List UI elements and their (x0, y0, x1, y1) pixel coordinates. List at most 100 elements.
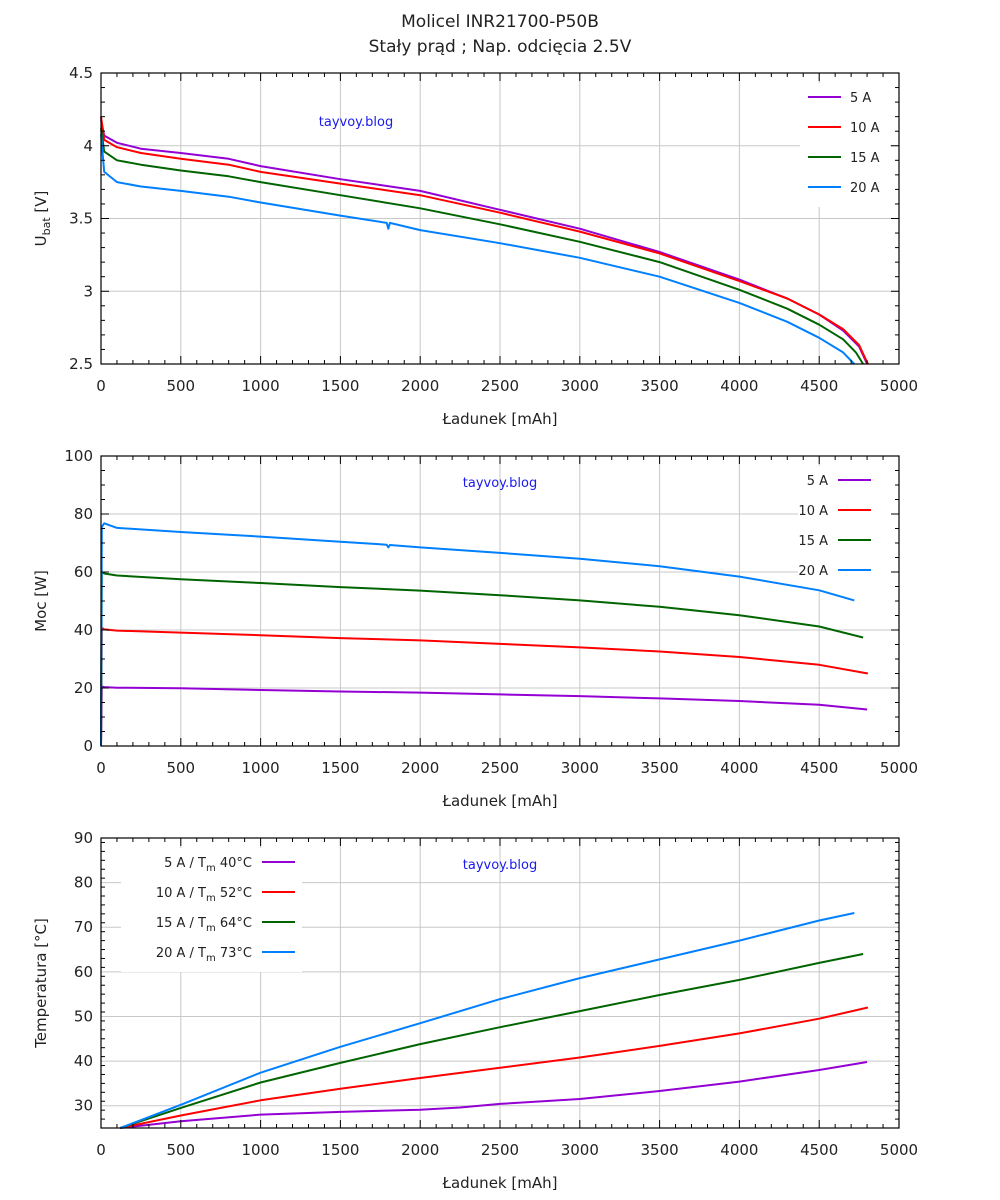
x-tick-label: 3000 (561, 759, 599, 777)
legend-item: 20 A (808, 181, 880, 196)
legend-label: 15 A (798, 534, 828, 549)
x-tick-label: 2000 (401, 759, 439, 777)
legend-item: 5 A (807, 474, 871, 489)
y-tick-label: 20 (74, 679, 93, 697)
x-axis-label: Ładunek [mAh] (442, 792, 558, 810)
x-tick-label: 4000 (720, 759, 758, 777)
series-line-20a (119, 912, 855, 1129)
series-line-20a (100, 522, 855, 747)
x-tick-label: 500 (166, 759, 195, 777)
y-tick-label: 70 (74, 918, 93, 936)
y-tick-label: 40 (74, 621, 93, 639)
x-tick-label: 500 (166, 1141, 195, 1159)
legend-label: 15 A / Tm 64°C (156, 916, 252, 934)
y-tick-label: 4 (83, 137, 93, 155)
x-tick-label: 5000 (880, 377, 918, 395)
y-tick-label: 60 (74, 963, 93, 981)
y-tick-label: 4.5 (69, 64, 93, 82)
legend-max-temp: 64°C (216, 916, 252, 931)
chart-title-line1: Molicel INR21700-P50B (401, 12, 599, 32)
x-tick-label: 1500 (321, 759, 359, 777)
legend-max-temp: 52°C (216, 886, 252, 901)
legend-label: 5 A (807, 474, 828, 489)
x-tick-label: 4000 (720, 377, 758, 395)
x-tick-label: 3500 (641, 377, 679, 395)
watermark-text: tayvoy.blog (319, 115, 393, 130)
x-tick-label: 0 (96, 377, 106, 395)
y-tick-label: 80 (74, 505, 93, 523)
y-axis-label: Ubat [V] (32, 191, 53, 247)
series-line-15a (100, 571, 864, 747)
x-tick-label: 3500 (641, 759, 679, 777)
legend-item: 10 A (808, 121, 880, 136)
x-tick-label: 2000 (401, 377, 439, 395)
x-tick-label: 1000 (242, 759, 280, 777)
legend-label: 15 A (850, 151, 880, 166)
x-tick-label: 3000 (561, 377, 599, 395)
x-tick-label: 1000 (242, 377, 280, 395)
x-tick-label: 1000 (242, 1141, 280, 1159)
chart-title-line2: Stały prąd ; Nap. odcięcia 2.5V (368, 37, 632, 57)
series-line-10a (100, 626, 869, 747)
y-axis-label-subscript: bat (40, 217, 53, 236)
y-tick-label: 40 (74, 1052, 93, 1070)
x-tick-label: 3000 (561, 1141, 599, 1159)
legend-item: 20 A (798, 564, 871, 579)
legend-label: 20 A / Tm 73°C (156, 946, 252, 964)
x-tick-label: 500 (166, 377, 195, 395)
x-tick-label: 2500 (481, 759, 519, 777)
x-tick-label: 5000 (880, 1141, 918, 1159)
series-line-15a (119, 953, 864, 1129)
x-tick-label: 4500 (800, 1141, 838, 1159)
x-tick-label: 0 (96, 1141, 106, 1159)
legend-label: 5 A / Tm 40°C (164, 856, 252, 874)
legend-max-temp: 40°C (216, 856, 252, 871)
y-tick-label: 3 (83, 282, 93, 300)
y-tick-label: 80 (74, 874, 93, 892)
x-axis-label: Ładunek [mAh] (442, 410, 558, 428)
y-tick-label: 100 (64, 447, 93, 465)
y-axis-label-unit: [V] (32, 191, 50, 218)
chart-temperature: 0 500 1000 1500 2000 2500 3000 3500 4000 4500 5000… (32, 829, 918, 1192)
y-tick-label: 60 (74, 563, 93, 581)
legend-subscript: m (206, 863, 216, 874)
legend-subscript: m (206, 953, 216, 964)
series-line-15a (100, 128, 864, 365)
legend-item: 10 A / Tm 52°C (156, 886, 295, 904)
x-tick-label: 2000 (401, 1141, 439, 1159)
watermark-text: tayvoy.blog (463, 476, 537, 491)
y-axis-label: Moc [W] (32, 570, 50, 632)
x-tick-label: 1500 (321, 1141, 359, 1159)
x-tick-label: 4500 (800, 759, 838, 777)
legend-label: 20 A (798, 564, 828, 579)
series-line-20a (100, 134, 856, 365)
chart-power: 0 500 1000 1500 2000 2500 3000 3500 4000 4500 5000… (32, 447, 918, 810)
x-tick-label: 4000 (720, 1141, 758, 1159)
legend-item: 15 A / Tm 64°C (156, 916, 295, 934)
series-line-5a (100, 685, 868, 747)
y-tick-label: 90 (74, 829, 93, 847)
legend-subscript: m (206, 893, 216, 904)
legend-label: 10 A / Tm 52°C (156, 886, 252, 904)
x-tick-label: 0 (96, 759, 106, 777)
y-tick-label: 50 (74, 1007, 93, 1025)
watermark-text: tayvoy.blog (463, 858, 537, 873)
legend-item: 15 A (798, 534, 871, 549)
series-line-10a (100, 116, 869, 365)
chart-voltage: 0 500 1000 1500 2000 2500 3000 3500 4000 4500 5000… (32, 64, 918, 428)
legend-label: 5 A (850, 91, 871, 106)
y-tick-label: 2.5 (69, 355, 93, 373)
x-tick-label: 2500 (481, 1141, 519, 1159)
legend-item: 15 A (808, 151, 880, 166)
series-line-5a (120, 1061, 868, 1129)
legend-label: 20 A (850, 181, 880, 196)
x-tick-label: 3500 (641, 1141, 679, 1159)
y-tick-label: 0 (83, 737, 93, 755)
x-tick-label: 5000 (880, 759, 918, 777)
legend-subscript: m (206, 923, 216, 934)
legend-item: 5 A / Tm 40°C (164, 856, 295, 874)
legend-item: 5 A (808, 91, 871, 106)
legend-label: 10 A (850, 121, 880, 136)
legend-max-temp: 73°C (216, 946, 252, 961)
